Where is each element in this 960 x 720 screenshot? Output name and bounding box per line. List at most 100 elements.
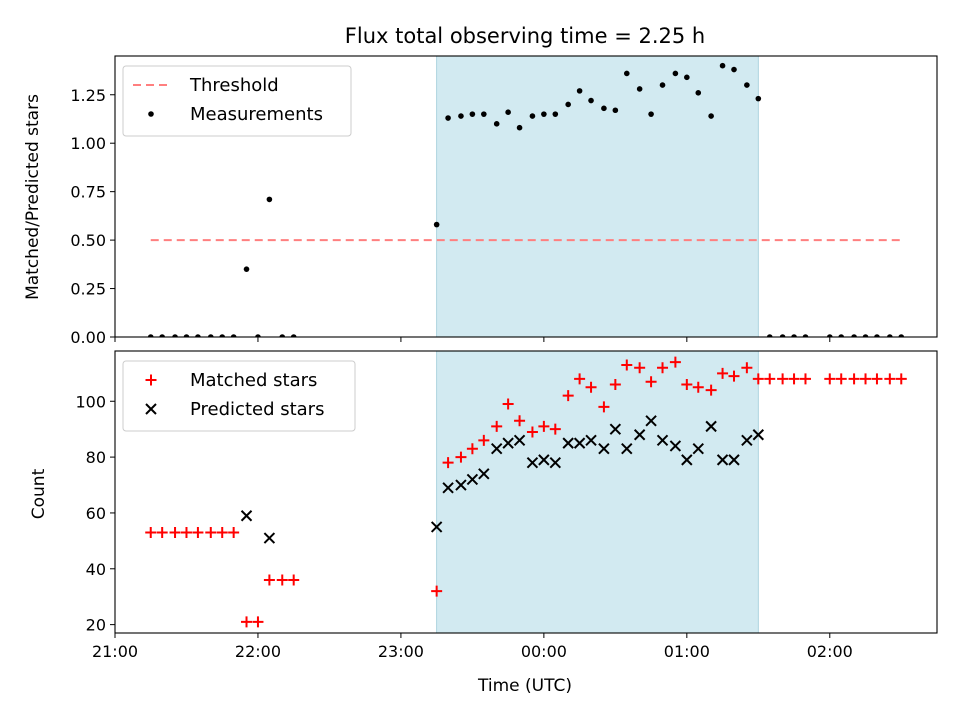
matched-star-point bbox=[777, 373, 789, 385]
predicted-star-point bbox=[455, 479, 467, 491]
measurement-point bbox=[731, 66, 737, 73]
matched-star-point bbox=[598, 401, 610, 413]
predicted-star-point bbox=[705, 420, 717, 433]
measurement-point bbox=[826, 334, 833, 337]
measurement-point bbox=[601, 105, 607, 112]
measurement-point bbox=[838, 334, 845, 337]
predicted-star-point bbox=[573, 437, 586, 449]
matched-star-point bbox=[276, 574, 288, 586]
predicted-star-point bbox=[645, 415, 657, 427]
predicted-star-point bbox=[263, 532, 276, 544]
measurement-point bbox=[230, 334, 237, 337]
matched-star-point bbox=[824, 373, 836, 385]
legend: Matched stars Predicted stars bbox=[122, 360, 356, 432]
matched-star-point bbox=[263, 574, 275, 586]
matched-star-point bbox=[634, 362, 646, 374]
predicted-star-point bbox=[442, 482, 454, 494]
predicted-star-point bbox=[513, 434, 526, 447]
predicted-star-point bbox=[430, 521, 443, 533]
predicted-star-point bbox=[549, 456, 562, 469]
legend-label: Measurements bbox=[190, 104, 323, 125]
legend-marker bbox=[145, 403, 157, 415]
predicted-star-point bbox=[621, 443, 633, 455]
measurement-point bbox=[433, 221, 440, 228]
measurement-point bbox=[659, 82, 666, 88]
measurement-point bbox=[183, 334, 190, 337]
matched-star-point bbox=[621, 359, 633, 371]
predicted-star-point bbox=[692, 443, 704, 455]
matched-star-point bbox=[848, 373, 860, 385]
measurement-point bbox=[469, 111, 476, 117]
measurement-point bbox=[172, 334, 178, 337]
matched-star-point bbox=[156, 526, 168, 538]
matched-star-point bbox=[692, 381, 704, 393]
matched-star-point bbox=[549, 423, 561, 435]
matched-star-point bbox=[562, 390, 574, 402]
legend: Threshold Measurements bbox=[122, 65, 352, 137]
matched-star-point bbox=[835, 373, 847, 385]
x-tick-label: 02:00 bbox=[807, 642, 853, 661]
measurement-point bbox=[541, 111, 547, 117]
matched-star-point bbox=[478, 434, 490, 446]
predicted-star-point bbox=[466, 473, 479, 486]
predicted-star-point bbox=[478, 468, 490, 480]
measurement-point bbox=[505, 109, 511, 115]
measurement-point bbox=[481, 111, 487, 117]
y-tick-label: 0.00 bbox=[70, 328, 106, 347]
measurement-point bbox=[766, 334, 773, 337]
x-tick-label: 21:00 bbox=[92, 642, 138, 661]
legend-label: Matched stars bbox=[190, 370, 317, 391]
measurement-point bbox=[719, 62, 726, 69]
measurement-point bbox=[851, 334, 857, 337]
measurement-point bbox=[493, 121, 500, 127]
matched-star-point bbox=[169, 526, 181, 538]
matched-star-point bbox=[455, 451, 467, 463]
predicted-star-point bbox=[240, 510, 253, 522]
matched-star-point bbox=[609, 379, 621, 391]
measurement-point bbox=[516, 124, 523, 131]
measurement-point bbox=[636, 86, 643, 92]
predicted-star-point bbox=[633, 429, 646, 441]
bottom-panel: 20 40 60 80 100 21:00 22:00 23:00 00:00 01:00 02:0… bbox=[75, 350, 938, 661]
matched-star-point bbox=[884, 373, 896, 385]
measurement-point bbox=[255, 334, 261, 337]
measurement-point bbox=[576, 88, 583, 94]
measurement-point bbox=[779, 334, 786, 337]
measurement-point bbox=[684, 74, 690, 81]
observing-window-span bbox=[436, 350, 759, 634]
matched-star-point bbox=[799, 373, 811, 385]
measurement-point bbox=[552, 111, 559, 117]
matched-star-point bbox=[669, 356, 681, 368]
x-axis-label: Time (UTC) bbox=[477, 676, 572, 696]
predicted-star-point bbox=[716, 454, 729, 466]
measurement-point bbox=[529, 113, 536, 119]
matched-star-point bbox=[192, 526, 204, 538]
matched-star-point bbox=[466, 443, 478, 455]
matched-star-point bbox=[241, 616, 253, 628]
y-tick-label: 100 bbox=[75, 392, 106, 411]
top-y-axis-label: Matched/Predicted stars bbox=[23, 94, 43, 300]
predicted-star-point bbox=[681, 454, 693, 466]
matched-star-point bbox=[764, 373, 776, 385]
measurement-point bbox=[623, 70, 630, 77]
measurement-point bbox=[588, 97, 594, 104]
x-tick-label: 23:00 bbox=[378, 642, 424, 661]
measurement-point bbox=[708, 113, 714, 119]
matched-star-point bbox=[526, 426, 538, 438]
x-tick-label: 00:00 bbox=[521, 642, 567, 661]
y-tick-label: 0.75 bbox=[70, 183, 106, 202]
matched-star-point bbox=[788, 373, 800, 385]
y-tick-label: 20 bbox=[86, 616, 106, 635]
axes-frame bbox=[114, 350, 938, 634]
y-tick-label: 80 bbox=[86, 448, 106, 467]
predicted-star-point bbox=[728, 454, 740, 466]
x-tick-label: 01:00 bbox=[664, 642, 710, 661]
predicted-star-point bbox=[752, 429, 765, 441]
matched-star-point bbox=[514, 415, 526, 427]
matched-star-point bbox=[860, 373, 872, 385]
x-tick-label: 22:00 bbox=[235, 642, 281, 661]
bottom-y-axis-label: Count bbox=[29, 468, 49, 519]
matched-star-point bbox=[741, 362, 753, 374]
matched-star-point bbox=[538, 420, 550, 432]
